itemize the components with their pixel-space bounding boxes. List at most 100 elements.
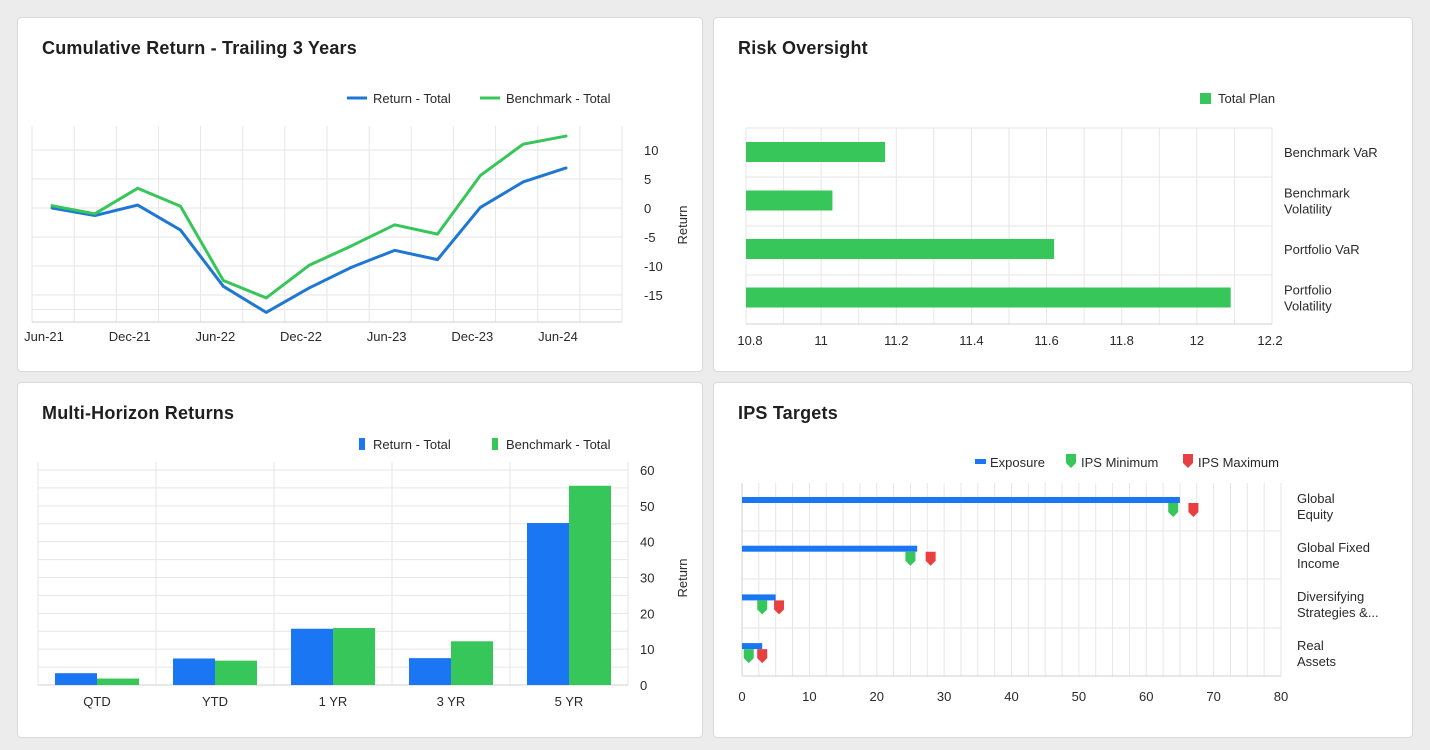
x-tick-label: 11.8 (1110, 333, 1134, 348)
x-tick-label: Jun-22 (195, 329, 235, 344)
ips-minimum-marker (757, 600, 768, 615)
x-tick-label: 11.6 (1034, 333, 1058, 348)
y-tick-label: 5 (644, 172, 651, 187)
legend-label-return-total: Return - Total (373, 437, 451, 452)
x-tick-label: 40 (1004, 689, 1018, 704)
category-label: Real (1297, 638, 1324, 653)
legend-swatch-total-plan (1200, 93, 1211, 104)
legend-swatch-return-total (359, 438, 365, 450)
x-tick-label: 60 (1139, 689, 1153, 704)
series-line-benchmark-total (50, 134, 568, 300)
ips-minimum-marker (743, 649, 754, 664)
x-tick-label: Jun-23 (367, 329, 407, 344)
legend-label-total-plan: Total Plan (1218, 91, 1275, 106)
x-tick-label: Jun-24 (538, 329, 578, 344)
category-label: Volatility (1284, 202, 1332, 217)
y-tick-label: 0 (644, 201, 651, 216)
category-label: Strategies &... (1297, 605, 1379, 620)
x-tick-label: 11.4 (959, 333, 983, 348)
ips-minimum-marker (905, 551, 916, 566)
legend-label-ips-minimum: IPS Minimum (1081, 455, 1158, 470)
y-tick-label: -15 (644, 288, 663, 303)
category-label: Portfolio VaR (1284, 242, 1360, 257)
legend-label-benchmark-total: Benchmark - Total (506, 91, 611, 106)
bar-exposure-diversifying-strategies (742, 594, 776, 601)
legend-swatch-exposure (975, 459, 986, 464)
bar-portfolio-var (746, 239, 1055, 259)
x-tick-label: Dec-22 (280, 329, 322, 344)
legend-label-exposure: Exposure (990, 455, 1045, 470)
cumulative-return-chart: 10 5 0 -5 -10 -15 Jun-21 Dec-21 Jun-22 Dec-22 Jun-… (24, 91, 690, 344)
bar-exposure-global-fixed-income (742, 545, 918, 552)
y-tick-label: 10 (644, 143, 658, 158)
risk-oversight-chart: 10.8 11 11.2 11.4 11.6 11.8 12 12.2 Benchmark Va… (737, 91, 1378, 348)
category-label: Benchmark VaR (1284, 145, 1378, 160)
legend-swatch-ips-maximum (1183, 454, 1193, 468)
y-axis-label: Return (675, 205, 690, 244)
legend-swatch-ips-minimum (1066, 454, 1076, 468)
y-tick-label: -10 (644, 259, 663, 274)
y-tick-label: 10 (640, 642, 654, 657)
x-tick-label: 50 (1072, 689, 1086, 704)
x-tick-label: 3 YR (437, 694, 466, 709)
legend-swatch-benchmark-total (492, 438, 498, 450)
y-tick-label: 50 (640, 499, 654, 514)
bar-return-total-5-yr (527, 523, 569, 685)
ips-maximum-marker (925, 551, 936, 566)
bar-return-total-ytd (173, 658, 215, 685)
y-tick-label: 0 (640, 678, 647, 693)
bar-return-total-3-yr (409, 658, 451, 685)
cumulative-return-card: Cumulative Return - Trailing 3 Years 10 5… (17, 17, 703, 372)
category-label: Assets (1297, 654, 1337, 669)
ips-maximum-marker (774, 600, 785, 615)
bar-exposure-real-assets (742, 643, 763, 650)
bar-benchmark-var (746, 142, 886, 162)
y-tick-label: 60 (640, 463, 654, 478)
x-tick-label: YTD (202, 694, 228, 709)
ips-minimum-marker (1168, 503, 1179, 517)
category-label: Global (1297, 491, 1335, 506)
multi-horizon-chart: 60 50 40 30 20 10 0 Return QTD YTD 1 YR 3 YR 5 YR Ret… (37, 437, 690, 709)
legend-label-benchmark-total: Benchmark - Total (506, 437, 611, 452)
x-tick-label: Dec-23 (451, 329, 493, 344)
series-line-return-total (50, 166, 568, 314)
legend-label-return-total: Return - Total (373, 91, 451, 106)
y-tick-label: 20 (640, 606, 654, 621)
bar-benchmark-total-3-yr (451, 641, 493, 685)
multi-horizon-card: Multi-Horizon Returns 60 50 40 30 20 10 0 Retur… (17, 382, 703, 738)
y-tick-label: 30 (640, 571, 654, 586)
ips-targets-card: IPS Targets 0 10 20 30 40 50 60 70 80 Global Equit… (713, 382, 1413, 738)
bar-benchmark-total-qtd (97, 678, 139, 685)
x-tick-label: 11 (814, 333, 828, 348)
bar-exposure-global-equity (742, 497, 1180, 503)
ips-maximum-marker (757, 649, 768, 664)
ips-targets-title: IPS Targets (738, 403, 838, 423)
x-tick-label: 5 YR (555, 694, 584, 709)
category-label: Volatility (1284, 299, 1332, 314)
bar-benchmark-volatility (746, 190, 833, 211)
x-tick-label: 20 (870, 689, 884, 704)
x-tick-label: 12 (1190, 333, 1204, 348)
x-tick-label: 0 (738, 689, 745, 704)
x-tick-label: 10 (802, 689, 816, 704)
y-axis-label: Return (675, 558, 690, 597)
legend-label-ips-maximum: IPS Maximum (1198, 455, 1279, 470)
x-tick-label: 80 (1274, 689, 1288, 704)
y-tick-label: 40 (640, 535, 654, 550)
category-label: Global Fixed (1297, 540, 1370, 555)
risk-oversight-card: Risk Oversight 10.8 11 11.2 11.4 11.6 11.8 12 1… (713, 17, 1413, 372)
bar-benchmark-total-ytd (215, 660, 257, 685)
category-label: Equity (1297, 507, 1334, 522)
ips-maximum-marker (1188, 503, 1199, 517)
x-tick-label: 30 (937, 689, 951, 704)
category-label: Income (1297, 556, 1340, 571)
category-label: Benchmark (1284, 186, 1350, 201)
multi-horizon-title: Multi-Horizon Returns (42, 403, 235, 423)
y-tick-label: -5 (644, 230, 656, 245)
x-tick-label: 12.2 (1257, 333, 1282, 348)
bar-benchmark-total-5-yr (569, 485, 611, 685)
x-tick-label: 10.8 (737, 333, 762, 348)
cumulative-return-title: Cumulative Return - Trailing 3 Years (42, 38, 357, 58)
